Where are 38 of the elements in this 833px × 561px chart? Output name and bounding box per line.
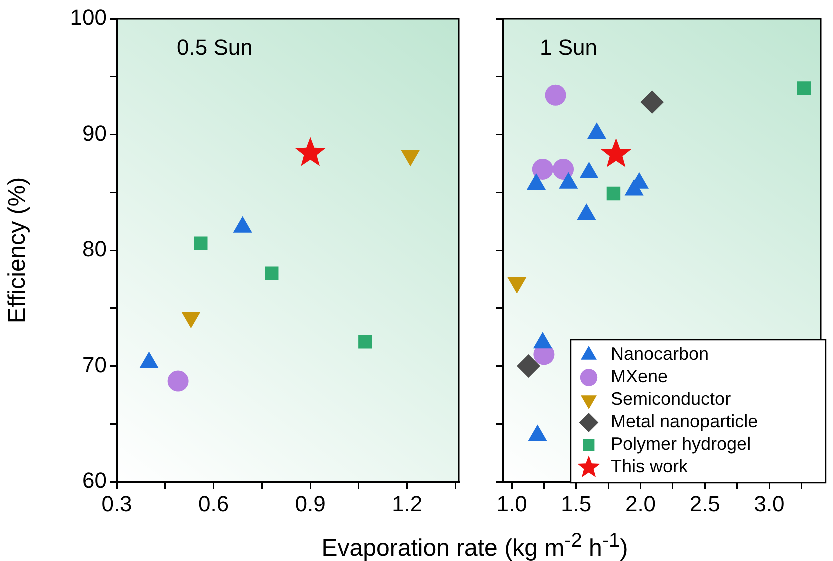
x-tick-label: 2.0 [625, 491, 656, 516]
point [625, 180, 644, 196]
y-tick-label: 70 [82, 352, 107, 378]
point [553, 158, 574, 180]
point [528, 425, 547, 442]
y-tick-label: 60 [82, 468, 107, 494]
point [640, 90, 664, 114]
x-tick-label: 2.5 [690, 491, 720, 516]
point [532, 158, 554, 180]
legend-label: Nanocarbon [611, 344, 710, 364]
legend-label: Metal nanoparticle [611, 412, 758, 432]
annotation: 1 Sun [540, 35, 598, 60]
y-axis-title: Efficiency (%) [4, 177, 32, 324]
x-tick-label: 1.2 [392, 491, 423, 516]
point [578, 204, 596, 220]
point [527, 174, 546, 190]
x-axis-title: Evaporation rate (kg m$^{-2}$ h$^{-1}$) [320, 530, 630, 561]
y-tick-label: 100 [70, 5, 107, 30]
legend-label: Polymer hydrogel [611, 434, 752, 454]
point [534, 332, 552, 349]
x-tick-label: 0.3 [102, 491, 132, 516]
y-tick-label: 90 [82, 120, 107, 146]
x-tick-label: 1.0 [496, 491, 528, 516]
point [560, 172, 578, 189]
legend-label: MXene [611, 366, 668, 387]
point [588, 123, 606, 140]
x-tick-label: 3.0 [754, 491, 785, 516]
point [580, 162, 598, 178]
legend-label: This work [611, 456, 690, 477]
point [601, 138, 632, 168]
x-tick-label: 0.6 [198, 491, 230, 516]
legend-label: Semiconductor [611, 389, 732, 410]
point [797, 82, 812, 96]
x-tick-label: 0.9 [295, 491, 326, 516]
x-tick-label: 1.5 [561, 491, 592, 516]
point [545, 84, 566, 106]
annotation: 0.5 Sun [177, 35, 253, 60]
y-tick-label: 80 [82, 236, 107, 262]
